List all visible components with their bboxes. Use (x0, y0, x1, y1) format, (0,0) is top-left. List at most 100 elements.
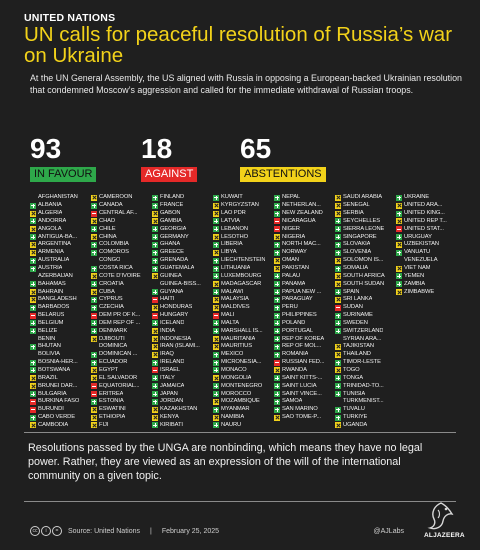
country-name: MAURITANIA (221, 335, 256, 342)
country-name: LEBANON (221, 225, 249, 232)
country-name: BAHAMAS (38, 280, 66, 287)
country-vote-entry: ZAMBIA (396, 280, 457, 288)
country-vote-entry: CHILE (91, 225, 152, 233)
in-favour-mark-icon (30, 265, 36, 272)
country-vote-entry: TURKMENIST... (335, 398, 396, 406)
against-label: AGAINST (141, 167, 198, 182)
against-mark-icon (91, 383, 97, 390)
country-name: NAMIBIA (221, 414, 245, 421)
in-favour-mark-icon (213, 241, 219, 248)
no-vote-mark (30, 273, 36, 279)
country-vote-entry: LIBERIA (213, 241, 274, 249)
in-favour-mark-icon (91, 249, 97, 256)
country-vote-entry: UNITED KING... (396, 210, 457, 218)
abstention-mark-icon (396, 265, 402, 272)
abstention-mark-icon (396, 289, 402, 296)
country-vote-entry: CÔTE D’IVOIRE (91, 272, 152, 280)
country-vote-entry: ROMANIA (274, 351, 335, 359)
country-vote-entry: EGYPT (91, 367, 152, 375)
abstention-mark-icon (213, 343, 219, 350)
country-name: DOMINICA (99, 343, 128, 350)
abstention-mark-icon (396, 241, 402, 248)
abstention-mark-icon (152, 351, 158, 358)
in-favour-mark-icon (335, 414, 341, 421)
abstention-mark-icon (91, 218, 97, 225)
country-name: MONACO (221, 366, 247, 373)
in-favour-mark-icon (274, 383, 280, 390)
country-name: MAURITIUS (221, 343, 252, 350)
abstention-mark-icon (213, 296, 219, 303)
no-vote-mark (335, 399, 341, 405)
country-name: CHILE (99, 225, 116, 232)
country-vote-entry: BELIZE (30, 327, 91, 335)
country-vote-entry: GUATEMALA (152, 265, 213, 273)
country-name: LESOTHO (221, 233, 249, 240)
in-favour-mark-icon (396, 273, 402, 280)
in-favour-mark-icon (274, 375, 280, 382)
country-vote-entry: OMAN (274, 257, 335, 265)
country-vote-entry: ERITREA (91, 390, 152, 398)
in-favour-mark-icon (91, 281, 97, 288)
country-name: ZAMBIA (404, 280, 425, 287)
country-name: VENEZUELA (404, 257, 438, 264)
note-text: Resolutions passed by the UNGA are nonbi… (28, 442, 423, 482)
abstention-mark-icon (213, 234, 219, 241)
country-name: BULGARIA (38, 390, 67, 397)
country-name: PERU (282, 304, 298, 311)
country-name: SAINT LUCIA (282, 382, 317, 389)
country-vote-entry: MAURITANIA (213, 335, 274, 343)
country-name: DEM PR OF K... (99, 312, 141, 319)
tally-abstentions: 65 ABSTENTIONS (240, 134, 326, 182)
country-vote-entry: AZERBAIJAN (30, 272, 91, 280)
in-favour-mark-icon (91, 202, 97, 209)
country-name: FIJI (99, 421, 109, 428)
country-vote-entry: CANADA (91, 202, 152, 210)
country-vote-entry: JORDAN (152, 398, 213, 406)
abstention-mark-icon (91, 273, 97, 280)
country-vote-entry: MONGOLIA (213, 374, 274, 382)
country-name: VIET NAM (404, 265, 431, 272)
country-name: MALDIVES (221, 304, 250, 311)
country-name: MALAWI (221, 288, 244, 295)
country-vote-entry: ESWATINI (91, 406, 152, 414)
in-favour-mark-icon (152, 383, 158, 390)
country-name: MONGOLIA (221, 374, 252, 381)
country-name: KIRIBATI (160, 421, 183, 428)
against-mark-icon (213, 312, 219, 319)
country-vote-entry: KYRGYZSTAN (213, 202, 274, 210)
country-vote-entry: FRANCE (152, 202, 213, 210)
country-name: URUGUAY (404, 233, 432, 240)
abstention-mark-icon (30, 241, 36, 248)
country-vote-entry: DOMINICAN ... (91, 351, 152, 359)
abstention-mark-icon (335, 422, 341, 429)
abstention-mark-icon (30, 210, 36, 217)
country-name: BOLIVIA (38, 351, 60, 358)
country-name: NEPAL (282, 194, 301, 201)
country-vote-entry: BARBADOS (30, 304, 91, 312)
no-vote-mark (335, 336, 341, 342)
country-name: ITALY (160, 374, 175, 381)
vote-column: NEPAL NETHERLAN... NEW ZEALAND NICARAGUA NIG… (274, 194, 335, 421)
country-vote-entry: CYPRUS (91, 296, 152, 304)
country-name: AFGHANISTAN (38, 194, 78, 201)
country-vote-entry: MEXICO (213, 351, 274, 359)
in-favour-mark-icon (335, 226, 341, 233)
country-name: VANUATU (404, 249, 431, 256)
country-name: ESTONIA (99, 398, 124, 405)
country-name: CYPRUS (99, 296, 123, 303)
abstention-mark-icon (152, 273, 158, 280)
in-favour-mark-icon (335, 328, 341, 335)
abstention-mark-icon (335, 367, 341, 374)
abstention-mark-icon (396, 202, 402, 209)
country-name: NIGERIA (282, 233, 306, 240)
country-vote-entry: YEMEN (396, 272, 457, 280)
in-favour-mark-icon (274, 281, 280, 288)
country-name: EGYPT (99, 366, 119, 373)
country-name: ALGERIA (38, 210, 63, 217)
country-name: OMAN (282, 257, 299, 264)
against-mark-icon (274, 226, 280, 233)
country-vote-entry: COSTA RICA (91, 265, 152, 273)
country-vote-entry: CENTRAL AF... (91, 210, 152, 218)
country-vote-entry: MALAYSIA (213, 296, 274, 304)
country-vote-entry: TIMOR-LESTE (335, 359, 396, 367)
